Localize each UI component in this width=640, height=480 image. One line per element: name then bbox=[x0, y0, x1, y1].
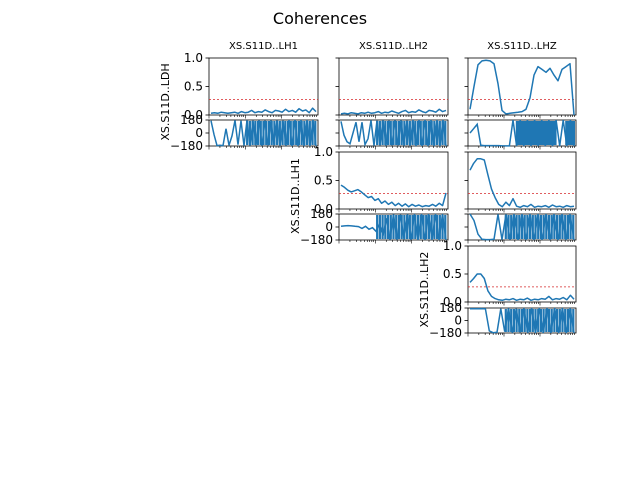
y-tick-label: 0.0 bbox=[443, 295, 462, 309]
coherence-axes-frame bbox=[467, 151, 577, 210]
coherence-series bbox=[210, 107, 317, 115]
coherence-series bbox=[340, 184, 447, 208]
figure-title: Coherences bbox=[273, 9, 367, 28]
y-tick-label: 0 bbox=[195, 126, 203, 140]
y-tick-label: 0.5 bbox=[443, 267, 462, 281]
coherence-axes-frame bbox=[208, 57, 319, 116]
phase-dense-band bbox=[565, 121, 575, 145]
y-tick-label: 0.5 bbox=[314, 174, 333, 188]
y-tick-label: 1.0 bbox=[443, 239, 462, 253]
phase-dense-band bbox=[515, 121, 557, 145]
panel-grid: XS.S11D..LH1 XS.S11D..LH2 XS.S11D..LHZ0.00… bbox=[159, 41, 577, 340]
coherence-axes-frame bbox=[467, 57, 577, 116]
coherence-series bbox=[340, 108, 447, 115]
coherence-series bbox=[469, 59, 575, 116]
row-label: XS.S11D..LH2 bbox=[418, 252, 431, 328]
coherence-series bbox=[469, 158, 575, 209]
y-tick-label: 180 bbox=[439, 301, 462, 315]
coherence-axes-frame bbox=[338, 151, 449, 210]
coherence-axes-frame bbox=[338, 57, 449, 116]
y-tick-label: 1.0 bbox=[184, 51, 203, 65]
subplot-r0-c2 bbox=[464, 57, 577, 150]
row-label: XS.S11D..LDH bbox=[159, 63, 172, 140]
y-tick-label: −180 bbox=[300, 233, 333, 247]
coherence-axes-frame bbox=[467, 245, 577, 303]
y-tick-label: 0 bbox=[454, 314, 462, 328]
y-tick-label: 0.0 bbox=[184, 108, 203, 122]
y-tick-label: 1.0 bbox=[314, 145, 333, 159]
y-tick-label: 0.5 bbox=[184, 80, 203, 94]
y-tick-label: −180 bbox=[429, 326, 462, 340]
phase-series bbox=[340, 213, 447, 241]
subplot-r1-c2 bbox=[464, 151, 577, 244]
column-title: XS.S11D..LH2 bbox=[359, 41, 428, 52]
y-tick-label: 180 bbox=[180, 113, 203, 127]
y-tick-label: 0.0 bbox=[314, 202, 333, 216]
y-tick-label: 180 bbox=[310, 207, 333, 221]
row-label: XS.S11D..LH1 bbox=[289, 158, 302, 234]
subplot-r0-c1 bbox=[335, 57, 449, 150]
y-tick-label: −180 bbox=[170, 139, 203, 153]
column-title: XS.S11D..LHZ bbox=[487, 41, 557, 52]
y-tick-label: 0 bbox=[325, 220, 333, 234]
column-title: XS.S11D..LH1 bbox=[229, 41, 298, 52]
coherence-series bbox=[469, 273, 575, 302]
